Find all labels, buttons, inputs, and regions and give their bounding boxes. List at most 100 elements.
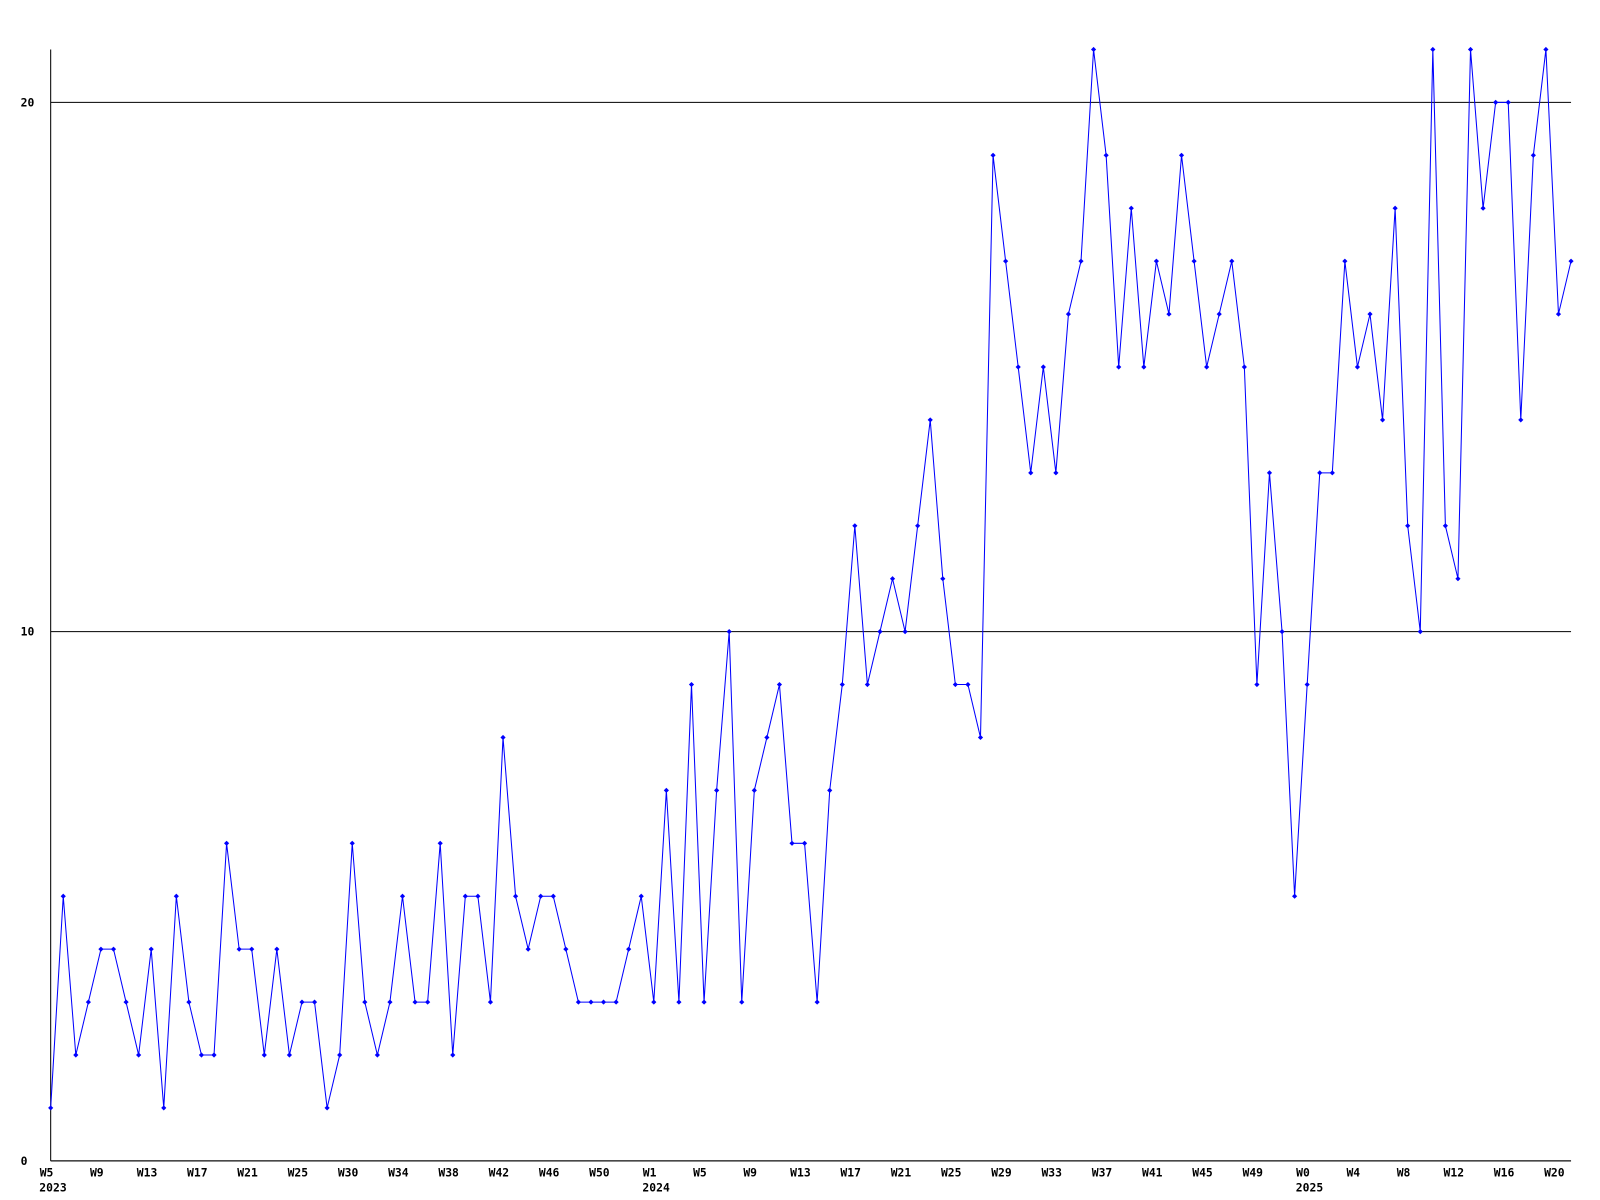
data-point: [324, 1105, 330, 1111]
data-point: [701, 999, 707, 1005]
data-point: [940, 576, 946, 582]
x-tick-label: W46: [539, 1165, 560, 1179]
data-point: [801, 840, 808, 846]
data-point: [198, 1052, 205, 1058]
data-point: [1266, 470, 1273, 476]
data-point: [739, 999, 745, 1005]
data-point: [261, 1052, 267, 1058]
data-point: [688, 681, 695, 688]
x-tick-label: W30: [338, 1165, 359, 1179]
data-point: [1166, 311, 1172, 317]
x-tick-label: W12: [1444, 1165, 1465, 1179]
data-point: [387, 999, 393, 1005]
data-point: [1417, 629, 1423, 635]
data-point: [311, 999, 318, 1005]
x-tick-label: W33: [1041, 1165, 1062, 1179]
year-label: 2025: [1296, 1181, 1324, 1195]
data-point: [148, 946, 154, 952]
data-point: [1405, 523, 1411, 529]
data-point: [1090, 46, 1097, 53]
x-tick-label: W21: [891, 1165, 912, 1179]
data-point: [1141, 364, 1147, 370]
data-point: [1292, 893, 1298, 899]
year-label: 2024: [642, 1181, 670, 1195]
x-tick-label: W4: [1346, 1165, 1360, 1179]
data-point: [249, 946, 255, 952]
x-tick-label: W13: [137, 1165, 158, 1179]
data-point: [1040, 364, 1046, 370]
x-tick-label: W8: [1397, 1165, 1411, 1179]
data-point: [1493, 99, 1499, 105]
data-point: [286, 1052, 292, 1058]
x-tick-label: W25: [288, 1165, 309, 1179]
data-point: [1455, 576, 1461, 582]
data-point: [1518, 417, 1524, 423]
data-point: [512, 893, 519, 899]
data-point: [1191, 258, 1197, 264]
data-point: [1003, 258, 1009, 264]
data-point: [538, 893, 544, 899]
data-point: [48, 1105, 54, 1111]
data-point: [1015, 364, 1021, 370]
data-point: [676, 999, 682, 1005]
x-tick-label: W38: [438, 1165, 459, 1179]
x-tick-label: W13: [790, 1165, 811, 1179]
data-point: [764, 734, 770, 741]
data-point: [751, 787, 757, 793]
data-point: [1178, 152, 1185, 158]
y-tick-label: 20: [21, 96, 35, 110]
data-point: [1505, 99, 1511, 105]
data-point: [349, 840, 355, 846]
data-point: [1128, 205, 1134, 211]
data-point: [889, 576, 896, 582]
data-point: [1367, 311, 1373, 317]
data-point: [563, 946, 569, 952]
data-point: [638, 893, 644, 899]
data-point: [1555, 311, 1562, 317]
data-point: [977, 734, 984, 741]
data-point: [915, 523, 921, 529]
x-tick-label: W42: [489, 1165, 510, 1179]
data-point: [1153, 258, 1159, 264]
data-point: [902, 629, 908, 635]
data-point: [110, 946, 117, 952]
data-point: [663, 787, 669, 793]
data-point: [1204, 364, 1210, 370]
data-point: [1279, 629, 1285, 635]
data-point: [613, 999, 619, 1005]
data-point: [500, 734, 506, 741]
x-tick-label: W29: [991, 1165, 1012, 1179]
data-point: [789, 840, 795, 846]
data-point: [1392, 205, 1398, 211]
data-point: [1480, 205, 1486, 211]
data-point: [487, 999, 494, 1005]
data-point: [1065, 311, 1072, 317]
y-tick-label: 10: [21, 625, 35, 639]
x-tick-label: W5: [40, 1165, 54, 1179]
data-point: [588, 999, 594, 1005]
data-point: [1543, 46, 1549, 53]
data-point: [1103, 152, 1109, 158]
x-tick-label: W20: [1544, 1165, 1565, 1179]
data-point: [437, 840, 443, 846]
data-point: [1467, 46, 1474, 53]
data-point: [399, 893, 406, 899]
data-point: [236, 946, 242, 952]
data-point: [186, 999, 192, 1005]
data-point: [1530, 152, 1536, 158]
data-point: [462, 893, 468, 899]
data-point: [374, 1052, 380, 1058]
data-point: [123, 999, 129, 1005]
data-point: [224, 840, 230, 846]
data-point: [1028, 470, 1034, 476]
x-tick-label: W1: [643, 1165, 657, 1179]
data-point: [965, 681, 971, 688]
data-point: [726, 629, 732, 635]
data-point: [1317, 470, 1323, 476]
data-point: [299, 999, 305, 1005]
data-point: [85, 999, 91, 1005]
x-tick-label: W49: [1243, 1165, 1264, 1179]
data-point: [450, 1052, 456, 1058]
data-point: [525, 946, 531, 952]
data-point: [1241, 364, 1247, 370]
